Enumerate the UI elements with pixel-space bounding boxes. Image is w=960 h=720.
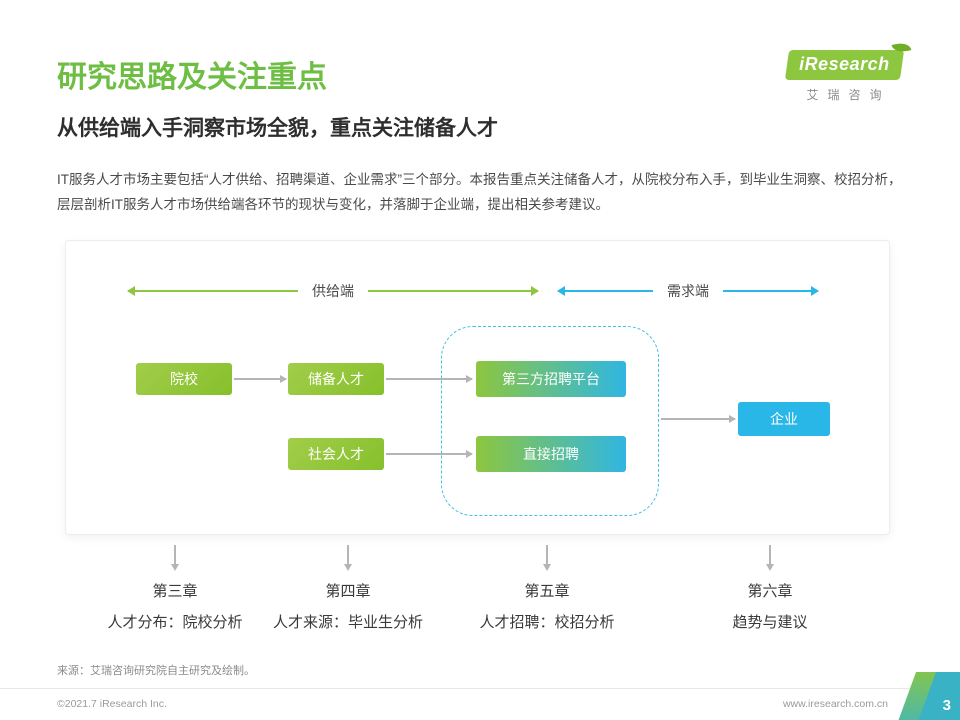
flow-arrow-icon	[661, 415, 736, 423]
brand-wordmark: iResearch	[798, 54, 890, 74]
chapter-name: 第四章	[325, 583, 371, 600]
down-arrow-icon	[344, 545, 352, 571]
footer-copyright: ©2021.7 iResearch Inc.	[57, 698, 167, 710]
demand-side-label: 需求端	[653, 281, 723, 301]
chapter-block-5: 第五章 人才招聘：校招分析	[437, 580, 657, 632]
node-reserve-talent: 储备人才	[288, 363, 384, 395]
leaf-icon	[890, 39, 911, 56]
intro-paragraph: IT服务人才市场主要包括“人才供给、招聘渠道、企业需求”三个部分。本报告重点关注…	[57, 172, 902, 212]
chapter-desc: 人才来源：毕业生分析	[272, 614, 423, 631]
page-corner-ribbon: 3	[898, 672, 960, 720]
node-social-talent: 社会人才	[288, 438, 384, 470]
page-number: 3	[942, 697, 951, 714]
page-title: 研究思路及关注重点	[57, 61, 327, 94]
slide-subtitle: 从供给端入手洞察市场全貌，重点关注储备人才	[57, 117, 498, 140]
chapter-desc: 人才招聘：校招分析	[479, 614, 615, 631]
node-direct-recruit: 直接招聘	[476, 436, 626, 472]
footer-website: www.iresearch.com.cn	[782, 698, 888, 710]
chapter-block-4: 第四章 人才来源：毕业生分析	[238, 580, 458, 632]
flow-diagram: 供给端 需求端 院校 储备人才 第三方招聘平台 社会人才 直接招聘 企业	[65, 240, 890, 535]
chapter-desc: 人才分布：院校分析	[107, 614, 243, 631]
double-arrow-supply-icon: 供给端	[127, 281, 539, 301]
recruiting-channel-zone	[441, 326, 659, 516]
chapter-desc: 趋势与建议	[732, 614, 808, 631]
iresearch-logo-mark: iResearch	[784, 39, 911, 80]
iresearch-logo: iResearch 艾瑞咨询	[778, 39, 911, 103]
flow-arrow-icon	[386, 450, 473, 458]
supply-side-label: 供给端	[298, 281, 368, 301]
node-enterprise: 企业	[738, 402, 830, 436]
down-arrow-icon	[766, 545, 774, 571]
footer-divider	[0, 688, 960, 689]
double-arrow-demand-icon: 需求端	[557, 281, 819, 301]
flow-arrow-icon	[386, 375, 473, 383]
node-third-party-platform: 第三方招聘平台	[476, 361, 626, 397]
source-note: 来源：艾瑞咨询研究院自主研究及绘制。	[57, 665, 255, 677]
brand-chinese-name: 艾瑞咨询	[806, 88, 891, 102]
down-arrow-icon	[171, 545, 179, 571]
chapter-block-3: 第三章 人才分布：院校分析	[65, 580, 285, 632]
chapter-block-6: 第六章 趋势与建议	[660, 580, 880, 632]
node-school: 院校	[136, 363, 232, 395]
chapter-name: 第六章	[747, 583, 793, 600]
down-arrow-icon	[543, 545, 551, 571]
chapter-name: 第五章	[524, 583, 570, 600]
chapter-name: 第三章	[152, 583, 198, 600]
flow-arrow-icon	[234, 375, 287, 383]
